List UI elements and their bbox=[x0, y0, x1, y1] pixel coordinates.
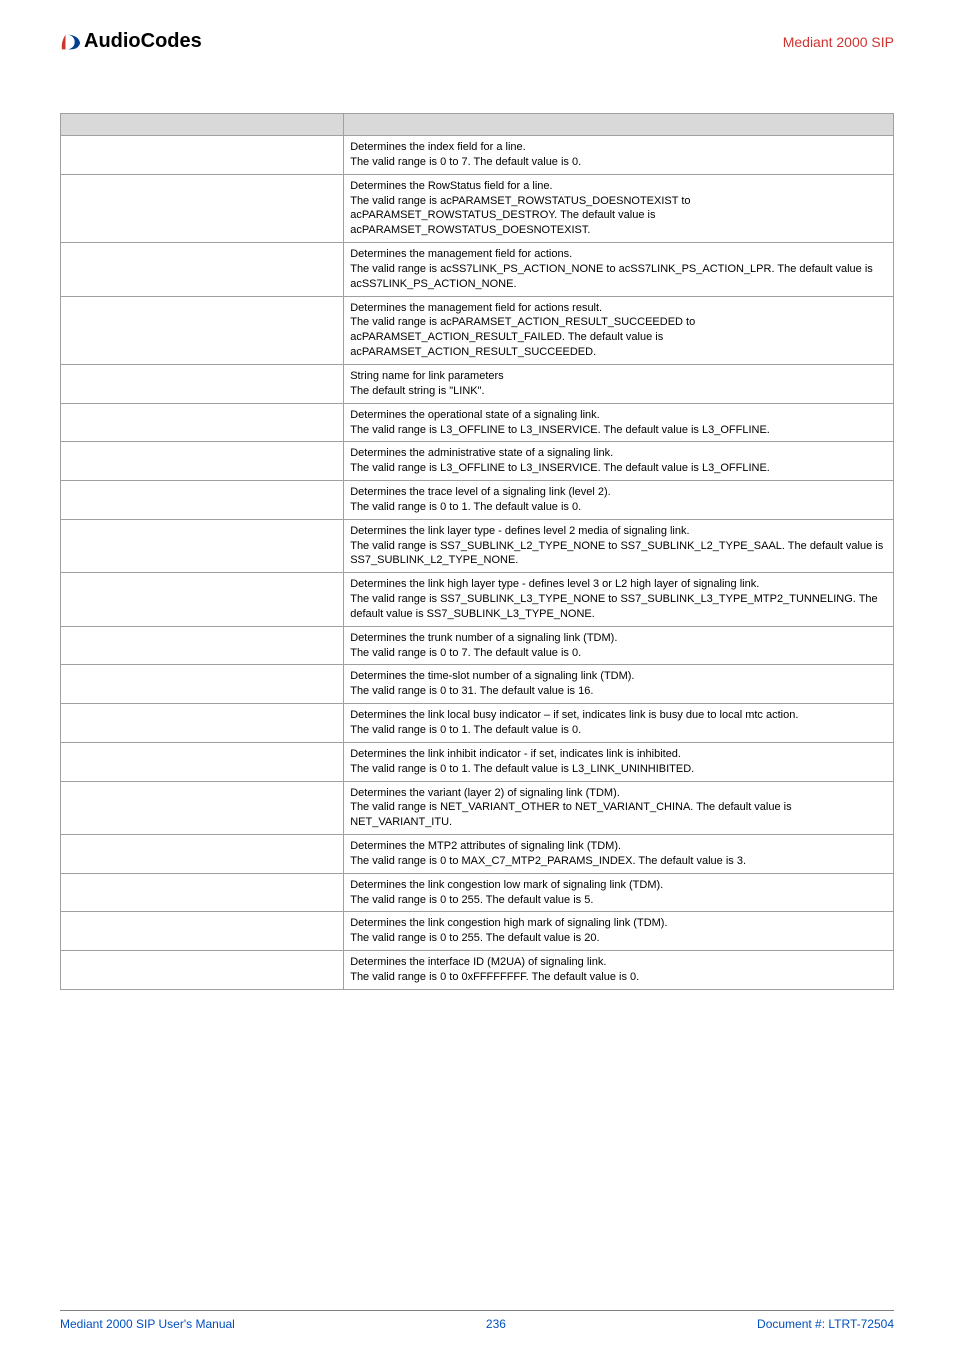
param-cell bbox=[61, 442, 344, 481]
param-cell bbox=[61, 296, 344, 364]
page-header: AudioCodes Mediant 2000 SIP bbox=[60, 30, 894, 53]
param-cell bbox=[61, 626, 344, 665]
param-cell bbox=[61, 174, 344, 242]
table-row: Determines the link layer type - defines… bbox=[61, 519, 894, 573]
table-row: Determines the MTP2 attributes of signal… bbox=[61, 835, 894, 874]
desc-cell: Determines the link layer type - defines… bbox=[344, 519, 894, 573]
footer-doc-number: Document #: LTRT-72504 bbox=[757, 1317, 894, 1331]
table-row: Determines the link congestion low mark … bbox=[61, 873, 894, 912]
desc-cell: Determines the link congestion high mark… bbox=[344, 912, 894, 951]
desc-cell: Determines the management field for acti… bbox=[344, 243, 894, 297]
table-row: Determines the trunk number of a signali… bbox=[61, 626, 894, 665]
page-footer: Mediant 2000 SIP User's Manual 236 Docum… bbox=[60, 1310, 894, 1331]
table-row: Determines the management field for acti… bbox=[61, 296, 894, 364]
desc-cell: Determines the interface ID (M2UA) of si… bbox=[344, 951, 894, 990]
table-row: String name for link parameters The defa… bbox=[61, 364, 894, 403]
desc-cell: Determines the time-slot number of a sig… bbox=[344, 665, 894, 704]
table-row: Determines the interface ID (M2UA) of si… bbox=[61, 951, 894, 990]
parameter-table: Determines the index field for a line. T… bbox=[60, 113, 894, 990]
param-cell bbox=[61, 781, 344, 835]
param-cell bbox=[61, 136, 344, 175]
param-cell bbox=[61, 873, 344, 912]
param-cell bbox=[61, 519, 344, 573]
param-cell bbox=[61, 951, 344, 990]
desc-cell: Determines the link inhibit indicator - … bbox=[344, 742, 894, 781]
desc-cell: Determines the administrative state of a… bbox=[344, 442, 894, 481]
logo: AudioCodes bbox=[60, 30, 202, 53]
param-cell bbox=[61, 243, 344, 297]
table-row: Determines the link high layer type - de… bbox=[61, 573, 894, 627]
desc-cell: Determines the index field for a line. T… bbox=[344, 136, 894, 175]
desc-cell: Determines the operational state of a si… bbox=[344, 403, 894, 442]
param-cell bbox=[61, 912, 344, 951]
desc-cell: Determines the link local busy indicator… bbox=[344, 704, 894, 743]
logo-icon bbox=[60, 31, 82, 53]
param-cell bbox=[61, 835, 344, 874]
table-row: Determines the link local busy indicator… bbox=[61, 704, 894, 743]
param-cell bbox=[61, 704, 344, 743]
table-row: Determines the index field for a line. T… bbox=[61, 136, 894, 175]
table-row: Determines the time-slot number of a sig… bbox=[61, 665, 894, 704]
desc-cell: Determines the variant (layer 2) of sign… bbox=[344, 781, 894, 835]
table-row: Determines the management field for acti… bbox=[61, 243, 894, 297]
param-cell bbox=[61, 403, 344, 442]
product-name: Mediant 2000 SIP bbox=[783, 34, 894, 50]
desc-cell: String name for link parameters The defa… bbox=[344, 364, 894, 403]
footer-left: Mediant 2000 SIP User's Manual bbox=[60, 1317, 235, 1331]
table-row: Determines the RowStatus field for a lin… bbox=[61, 174, 894, 242]
table-row: Determines the administrative state of a… bbox=[61, 442, 894, 481]
desc-cell: Determines the management field for acti… bbox=[344, 296, 894, 364]
desc-cell: Determines the trunk number of a signali… bbox=[344, 626, 894, 665]
logo-text: AudioCodes bbox=[84, 30, 202, 53]
param-cell bbox=[61, 665, 344, 704]
table-row: Determines the operational state of a si… bbox=[61, 403, 894, 442]
param-cell bbox=[61, 742, 344, 781]
table-row: Determines the trace level of a signalin… bbox=[61, 481, 894, 520]
table-row: Determines the link inhibit indicator - … bbox=[61, 742, 894, 781]
footer-page-number: 236 bbox=[486, 1317, 506, 1331]
table-row: Determines the link congestion high mark… bbox=[61, 912, 894, 951]
desc-cell: Determines the MTP2 attributes of signal… bbox=[344, 835, 894, 874]
param-cell bbox=[61, 573, 344, 627]
table-row: Determines the variant (layer 2) of sign… bbox=[61, 781, 894, 835]
param-cell bbox=[61, 364, 344, 403]
desc-cell: Determines the RowStatus field for a lin… bbox=[344, 174, 894, 242]
header-desc-col bbox=[344, 114, 894, 136]
header-param-col bbox=[61, 114, 344, 136]
desc-cell: Determines the link high layer type - de… bbox=[344, 573, 894, 627]
table-header-row bbox=[61, 114, 894, 136]
desc-cell: Determines the link congestion low mark … bbox=[344, 873, 894, 912]
param-cell bbox=[61, 481, 344, 520]
desc-cell: Determines the trace level of a signalin… bbox=[344, 481, 894, 520]
